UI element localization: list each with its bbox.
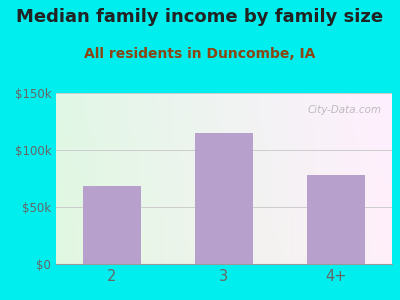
Bar [83,187,141,264]
Text: Median family income by family size: Median family income by family size [16,8,384,26]
Text: City-Data.com: City-Data.com [308,105,382,115]
Bar [307,175,365,264]
Bar [195,133,253,264]
Text: All residents in Duncombe, IA: All residents in Duncombe, IA [84,46,316,61]
